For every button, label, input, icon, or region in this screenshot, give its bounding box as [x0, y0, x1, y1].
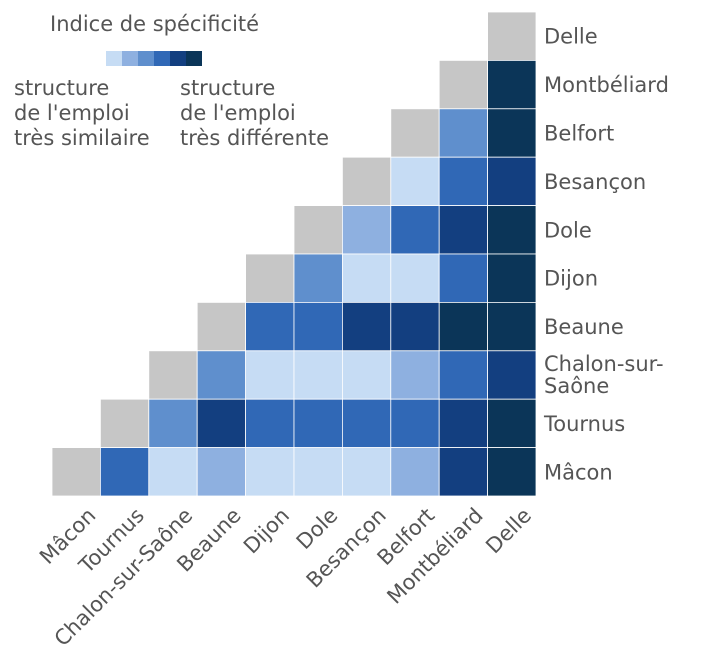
heatmap-cell — [438, 447, 489, 497]
legend-swatch-4 — [154, 51, 170, 66]
x-tick-label: Delle — [481, 503, 536, 558]
heatmap-cell — [196, 447, 246, 497]
diagonal-cell — [100, 398, 150, 449]
y-tick-label: Mâcon — [544, 460, 613, 484]
heatmap-cell — [438, 205, 489, 255]
legend-title: Indice de spécificité — [50, 12, 260, 36]
heatmap-cell — [390, 205, 440, 255]
diagonal-cell — [196, 301, 246, 352]
heatmap-cell — [245, 398, 295, 449]
heatmap-cell — [438, 301, 489, 352]
heatmap-cell — [293, 253, 343, 303]
legend-swatch-6 — [186, 51, 202, 66]
heatmap-cell — [390, 447, 440, 497]
diagonal-cell — [293, 205, 343, 255]
heatmap-cell — [245, 301, 295, 352]
heatmap-cell — [487, 398, 537, 449]
legend-high-label: structure de l'emploi très différente — [180, 76, 330, 150]
legend-low-label: structure de l'emploi très similaire — [14, 76, 150, 150]
y-tick-label: Chalon-sur-Saône — [544, 352, 664, 398]
heatmap-cell — [100, 447, 150, 497]
heatmap-cell — [438, 156, 489, 206]
legend-color-scale — [106, 51, 202, 66]
heatmap-cell — [196, 350, 246, 400]
legend-swatch-3 — [138, 51, 154, 66]
diagonal-cell — [245, 253, 295, 303]
heatmap-cell — [245, 350, 295, 400]
diagonal-cell — [341, 156, 392, 206]
heatmap-cell — [148, 447, 198, 497]
diagonal-cell — [51, 447, 101, 497]
diagonal-cell — [148, 350, 198, 400]
heatmap-cell — [341, 253, 392, 303]
heatmap-cell — [487, 447, 537, 497]
heatmap-cell — [390, 301, 440, 352]
y-tick-label: Beaune — [544, 315, 624, 339]
heatmap-cell — [341, 205, 392, 255]
heatmap-cell — [487, 253, 537, 303]
y-tick-label: Dole — [544, 218, 592, 242]
heatmap-cell — [390, 253, 440, 303]
heatmap-cell — [148, 398, 198, 449]
heatmap-cell — [487, 301, 537, 352]
heatmap-cell — [438, 253, 489, 303]
legend-swatch-2 — [122, 51, 138, 66]
heatmap-cell — [341, 301, 392, 352]
heatmap-cell — [341, 447, 392, 497]
heatmap-cell — [196, 398, 246, 449]
heatmap-cell — [487, 60, 537, 110]
heatmap-cell — [438, 108, 489, 158]
heatmap-cell — [390, 350, 440, 400]
x-tick-label: Dijon — [239, 503, 294, 558]
y-tick-label: Belfort — [544, 122, 614, 146]
heatmap-cell — [341, 398, 392, 449]
y-tick-label: Delle — [544, 25, 598, 49]
heatmap-cell — [487, 108, 537, 158]
heatmap-cell — [293, 350, 343, 400]
y-tick-label: Dijon — [544, 267, 598, 291]
heatmap-cell — [390, 398, 440, 449]
diagonal-cell — [438, 60, 489, 110]
heatmap-cell — [341, 350, 392, 400]
y-tick-label: Montbéliard — [544, 73, 669, 97]
y-tick-label: Besançon — [544, 170, 646, 194]
heatmap-cell — [438, 350, 489, 400]
heatmap-cell — [293, 447, 343, 497]
y-tick-label: Tournus — [543, 412, 625, 436]
heatmap-cell — [438, 398, 489, 449]
legend-swatch-1 — [106, 51, 122, 66]
heatmap-cell — [293, 398, 343, 449]
legend-swatch-5 — [170, 51, 186, 66]
heatmap-cell — [487, 205, 537, 255]
heatmap-cell — [487, 156, 537, 206]
heatmap-cell — [487, 350, 537, 400]
heatmap-cell — [245, 447, 295, 497]
heatmap-cell — [293, 301, 343, 352]
diagonal-cell — [390, 108, 440, 158]
heatmap-cell — [390, 156, 440, 206]
diagonal-cell — [487, 11, 537, 61]
